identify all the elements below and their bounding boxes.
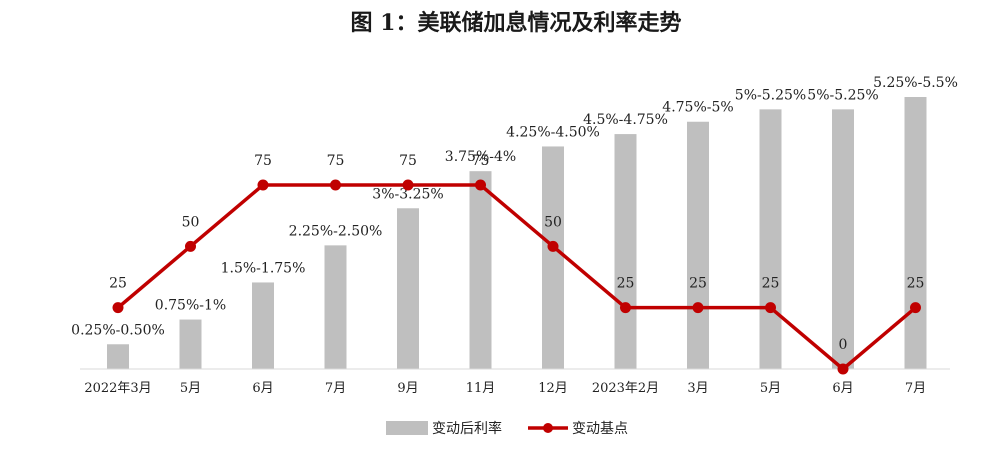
line-point-2 [257, 179, 269, 191]
bar-label-10: 5%-5.25% [807, 87, 878, 103]
line-point-3 [330, 179, 341, 191]
x-tick-label-6: 12月 [538, 381, 568, 396]
legend: 变动后利率 变动基点 [386, 420, 628, 437]
bar-label-9: 5%-5.25% [735, 87, 806, 103]
bar-0 [107, 344, 129, 369]
line-label-7: 25 [617, 276, 635, 292]
line-label-0: 25 [109, 276, 127, 292]
x-tick-label-2: 6月 [252, 381, 273, 396]
bar-4 [397, 208, 419, 369]
bar-label-4: 3%-3.25% [372, 186, 443, 202]
line-label-6: 50 [544, 214, 562, 230]
bar-11 [904, 97, 927, 369]
line-point-4 [402, 179, 414, 191]
line-point-0 [112, 302, 124, 314]
x-tick-label-9: 5月 [760, 381, 781, 396]
x-tick-label-8: 3月 [687, 381, 708, 396]
x-tick-label-4: 9月 [397, 381, 418, 396]
line-label-2: 75 [254, 153, 272, 169]
line-point-7 [620, 302, 631, 314]
bar-label-5: 3.75%-4% [445, 149, 516, 165]
x-tick-label-5: 11月 [466, 381, 496, 396]
bar-value-labels: 0.25%-0.50% 0.75%-1% 1.5%-1.75% 2.25%-2.50%… [71, 75, 958, 338]
line-point-8 [692, 302, 704, 314]
legend-bar-swatch [386, 421, 428, 435]
line-point-10 [837, 363, 849, 375]
bar-label-2: 1.5%-1.75% [221, 260, 306, 276]
line-value-labels: 25 50 75 75 75 75 50 25 25 25 0 25 [109, 153, 924, 353]
x-tick-label-11: 7月 [905, 381, 926, 396]
legend-line-marker [543, 423, 553, 433]
line-label-3: 75 [327, 153, 345, 169]
bar-6 [542, 146, 564, 369]
line-label-1: 50 [182, 214, 200, 230]
bar-label-11: 5.25%-5.5% [873, 75, 958, 91]
line-label-11: 25 [907, 276, 925, 292]
line-path [116, 183, 917, 371]
line-point-11 [910, 302, 921, 314]
bar-7 [614, 134, 637, 369]
line-label-9: 25 [762, 276, 780, 292]
bar-10 [832, 109, 854, 369]
bar-label-6: 4.25%-4.50% [506, 124, 600, 140]
line-point-1 [185, 240, 196, 252]
x-tick-label-1: 5月 [180, 381, 201, 396]
bar-label-7: 4.5%-4.75% [583, 112, 668, 128]
x-tick-label-0: 2022年3月 [84, 381, 151, 396]
bar-series [107, 97, 927, 370]
bar-8 [687, 121, 709, 370]
bar-label-1: 0.75%-1% [155, 298, 226, 314]
bar-1 [179, 319, 202, 369]
bar-3 [324, 245, 347, 369]
line-point-9 [765, 302, 776, 314]
bar-label-3: 2.25%-2.50% [289, 223, 383, 239]
legend-line-label: 变动基点 [572, 420, 628, 437]
line-point-5 [475, 179, 486, 191]
line-label-4: 75 [399, 153, 417, 169]
x-axis-tick-labels: 2022年3月 5月 6月 7月 9月 11月 12月 2023年2月 3月 5月 6月 7月 [84, 381, 926, 396]
bar-2 [252, 282, 274, 369]
line-series [112, 179, 921, 375]
chart-title: 图 1：美联储加息情况及利率走势 [351, 10, 682, 36]
line-label-8: 25 [689, 276, 707, 292]
line-label-5: 75 [472, 153, 490, 169]
bar-9 [759, 109, 782, 369]
line-point-6 [547, 240, 559, 252]
line-label-10: 0 [839, 337, 848, 353]
x-tick-label-3: 7月 [325, 381, 346, 396]
legend-bar-label: 变动后利率 [432, 420, 502, 437]
bar-label-0: 0.25%-0.50% [71, 322, 165, 338]
bar-label-8: 4.75%-5% [662, 100, 733, 116]
x-tick-label-7: 2023年2月 [592, 381, 659, 396]
bar-5 [469, 171, 492, 369]
x-tick-label-10: 6月 [832, 381, 853, 396]
